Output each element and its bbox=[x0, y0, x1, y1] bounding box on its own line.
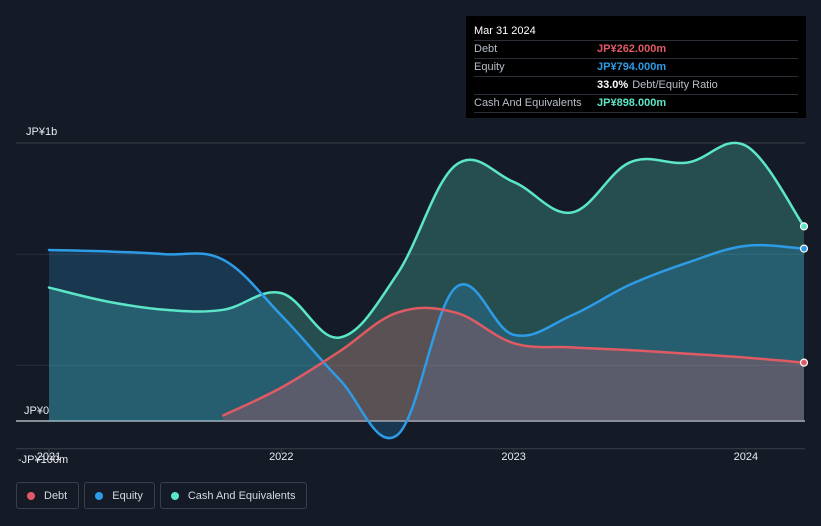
y-tick-label: JP¥1b bbox=[26, 126, 57, 138]
x-tick-label: 2023 bbox=[501, 451, 525, 463]
tooltip-ratio-value: 33.0% bbox=[597, 79, 629, 91]
tooltip-ratio-label: Debt/Equity Ratio bbox=[632, 79, 718, 91]
debt-line bbox=[221, 306, 806, 417]
tooltip-cash-label: Cash And Equivalents bbox=[474, 97, 582, 109]
tooltip-equity-value: JP¥794.000m bbox=[597, 61, 667, 73]
tooltip-date: Mar 31 2024 bbox=[474, 25, 536, 37]
legend-equity-label: Equity bbox=[112, 489, 143, 502]
legend: Debt Equity Cash And Equivalents bbox=[16, 482, 308, 509]
debt-dot-icon bbox=[27, 491, 35, 500]
x-tick-label: 2024 bbox=[734, 451, 758, 463]
tooltip-cash-value: JP¥898.000m bbox=[597, 97, 667, 109]
x-tick-label: 2022 bbox=[269, 451, 293, 463]
cash-dot-icon bbox=[170, 491, 179, 500]
equity-line bbox=[47, 243, 806, 440]
series-endpoints bbox=[799, 222, 809, 367]
series-areas bbox=[49, 142, 804, 439]
debt-area bbox=[223, 307, 804, 421]
y-tick-label: -JP¥100m bbox=[18, 454, 68, 466]
y-tick-label: JP¥0 bbox=[24, 405, 49, 417]
legend-item-debt[interactable]: Debt bbox=[16, 482, 80, 509]
y-axis-labels: JP¥1b JP¥0 -JP¥100m bbox=[18, 126, 68, 466]
tooltip-debt-value: JP¥262.000m bbox=[597, 43, 667, 55]
cash-area bbox=[49, 142, 804, 421]
legend-cash-label: Cash And Equivalents bbox=[187, 489, 296, 502]
tooltip: Mar 31 2024 Debt JP¥262.000m Equity JP¥7… bbox=[466, 16, 806, 118]
tooltip-row-equity: Equity JP¥794.000m bbox=[474, 58, 798, 76]
debt-end-point bbox=[799, 358, 809, 367]
legend-debt-label: Debt bbox=[44, 489, 68, 502]
cash-line bbox=[47, 141, 806, 339]
tooltip-row-cash: Cash And Equivalents JP¥898.000m bbox=[474, 94, 798, 113]
series-lines bbox=[47, 141, 806, 440]
equity-end-point bbox=[799, 244, 809, 253]
tooltip-row-debt: Debt JP¥262.000m bbox=[474, 40, 798, 58]
legend-item-equity[interactable]: Equity bbox=[84, 482, 155, 509]
x-tick-label: 2021 bbox=[37, 451, 61, 463]
legend-item-cash[interactable]: Cash And Equivalents bbox=[159, 482, 308, 509]
cash-end-point bbox=[799, 222, 809, 231]
x-axis-labels: 2021 2022 2023 2024 bbox=[37, 451, 758, 463]
tooltip-equity-label: Equity bbox=[474, 61, 505, 73]
equity-dot-icon bbox=[95, 491, 104, 500]
tooltip-row-ratio: 33.0% Debt/Equity Ratio bbox=[474, 76, 798, 94]
tooltip-debt-label: Debt bbox=[474, 43, 498, 55]
